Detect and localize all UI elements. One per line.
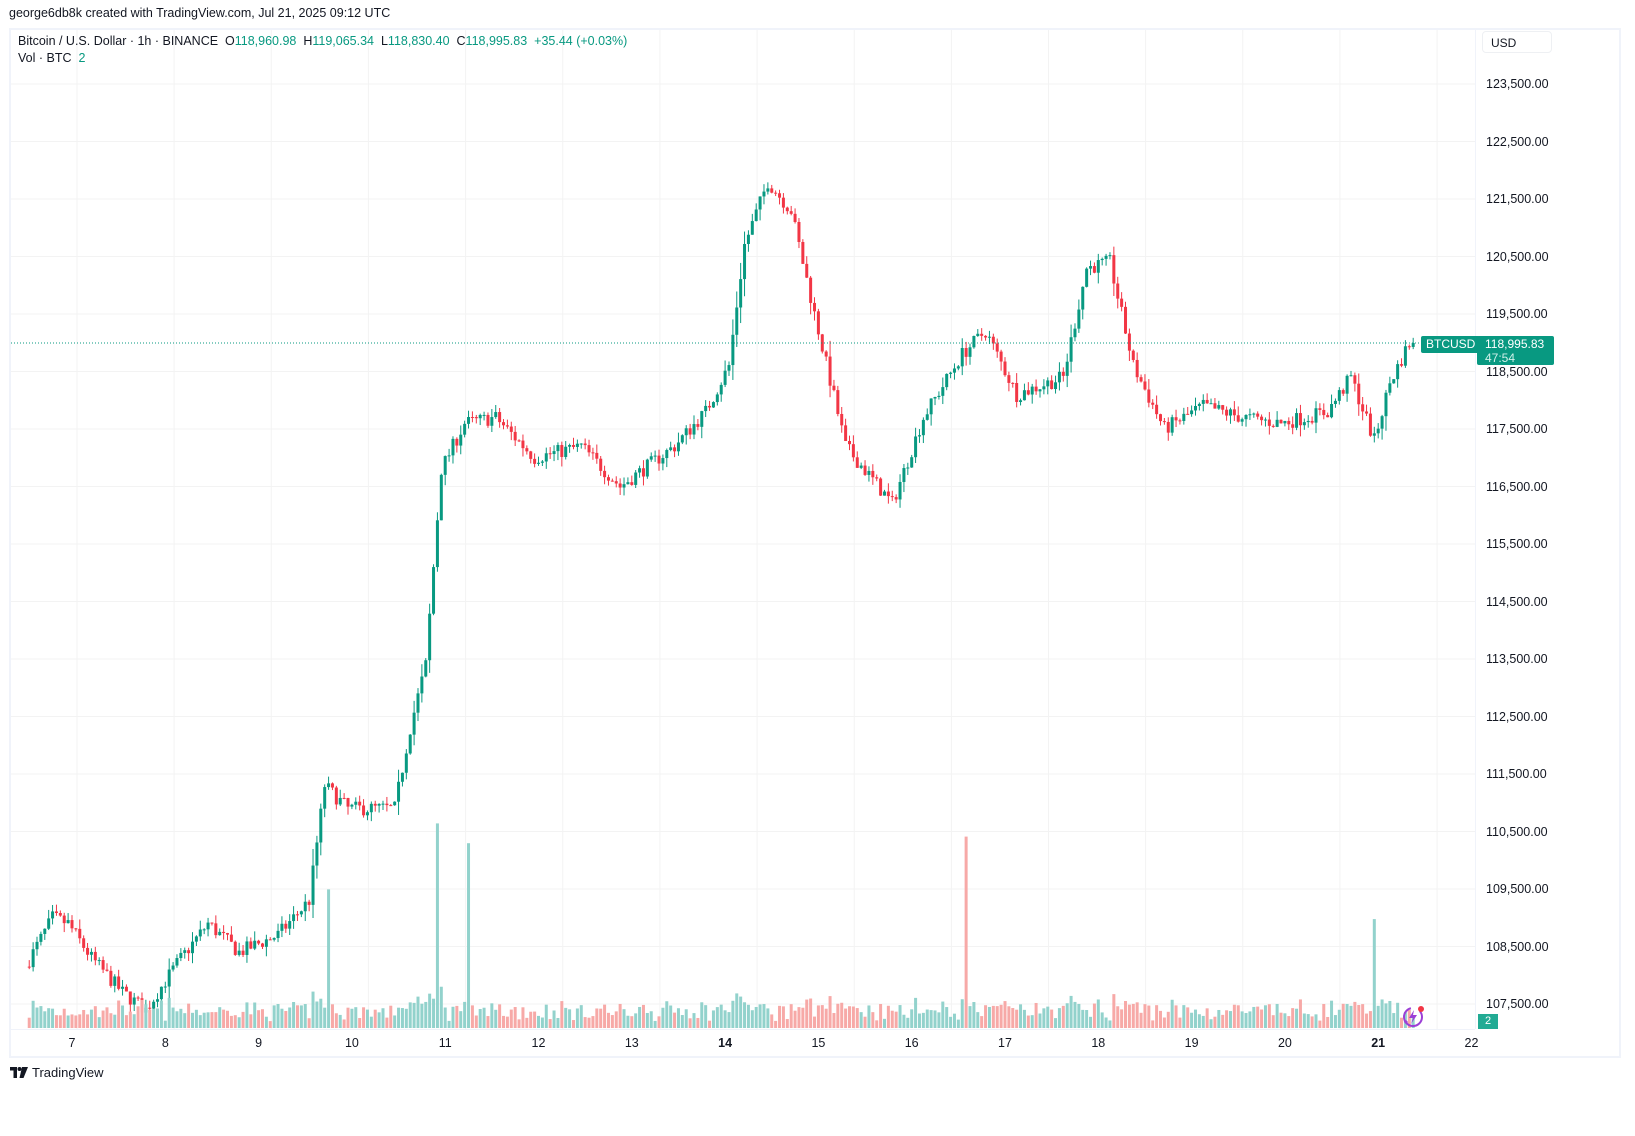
chart-frame [9, 28, 1621, 1058]
time-tick: 10 [344, 1036, 359, 1050]
time-tick: 21 [1371, 1036, 1386, 1050]
time-tick: 9 [255, 1036, 263, 1050]
price-axis[interactable] [1475, 28, 1622, 1029]
lightning-assistant-icon[interactable] [1400, 1004, 1426, 1030]
time-tick: 20 [1277, 1036, 1292, 1050]
volume-row: Vol · BTC 2 [18, 50, 627, 67]
low-label: L [380, 34, 388, 48]
time-tick: 14 [718, 1036, 733, 1050]
time-tick: 8 [161, 1036, 169, 1050]
change-value: +35.44 (+0.03%) [534, 34, 628, 48]
price-tick: 121,500.00 [1486, 192, 1549, 206]
volume-value: 2 [78, 51, 86, 65]
price-tick: 122,500.00 [1486, 134, 1549, 149]
symbol-tag: BTCUSD [1421, 336, 1481, 353]
close-label: C [456, 34, 466, 48]
last-price-tag: 118,995.83 47:54 [1477, 336, 1554, 365]
tradingview-logo-icon [10, 1067, 28, 1078]
currency-button[interactable]: USD [1482, 31, 1552, 53]
high-label: H [303, 34, 313, 48]
time-tick: 18 [1091, 1036, 1106, 1050]
time-tick: 11 [438, 1036, 452, 1050]
time-tick: 16 [904, 1036, 919, 1050]
price-tick: 112,500.00 [1486, 709, 1548, 724]
time-tick: 17 [998, 1036, 1012, 1050]
time-tick: 15 [811, 1036, 826, 1050]
time-axis[interactable] [9, 1029, 1475, 1059]
low-value: 118,830.40 [387, 34, 450, 48]
price-tick: 111,500.00 [1486, 767, 1547, 781]
volume-tag: 2 [1478, 1014, 1498, 1029]
bar-countdown: 47:54 [1485, 351, 1516, 365]
price-tick: 107,500.00 [1486, 997, 1549, 1011]
symbol-description[interactable]: Bitcoin / U.S. Dollar · 1h · BINANCE [18, 34, 219, 48]
open-value: 118,960.98 [234, 34, 297, 48]
chart-credit: george6db8k created with TradingView.com… [9, 6, 391, 20]
price-tick: 115,500.00 [1486, 537, 1548, 551]
time-tick: 12 [531, 1036, 546, 1050]
ohlc-row: Bitcoin / U.S. Dollar · 1h · BINANCE O11… [18, 33, 627, 50]
price-tick: 108,500.00 [1486, 939, 1549, 954]
price-tick: 109,500.00 [1486, 882, 1549, 896]
close-value: 118,995.83 [465, 34, 528, 48]
chart-legend: Bitcoin / U.S. Dollar · 1h · BINANCE O11… [18, 33, 627, 67]
last-price: 118,995.83 [1485, 337, 1545, 351]
time-tick: 13 [624, 1036, 639, 1050]
price-tick: 120,500.00 [1486, 249, 1549, 264]
time-tick: 7 [68, 1036, 76, 1050]
price-tick: 123,500.00 [1486, 77, 1549, 91]
price-tick: 117,500.00 [1486, 422, 1548, 436]
price-tick: 119,500.00 [1486, 307, 1548, 321]
tradingview-logo-text: TradingView [32, 1065, 104, 1080]
open-label: O [225, 34, 235, 48]
price-tick: 114,500.00 [1486, 594, 1548, 609]
price-tick: 118,500.00 [1486, 364, 1548, 379]
price-tick: 110,500.00 [1486, 824, 1548, 839]
price-tick: 116,500.00 [1486, 479, 1548, 494]
time-tick: 19 [1184, 1036, 1199, 1050]
high-value: 119,065.34 [312, 34, 375, 48]
time-tick: 22 [1464, 1036, 1479, 1050]
price-tick: 113,500.00 [1486, 652, 1548, 666]
volume-label[interactable]: Vol · BTC [18, 51, 72, 65]
tradingview-logo[interactable]: TradingView [10, 1065, 104, 1080]
